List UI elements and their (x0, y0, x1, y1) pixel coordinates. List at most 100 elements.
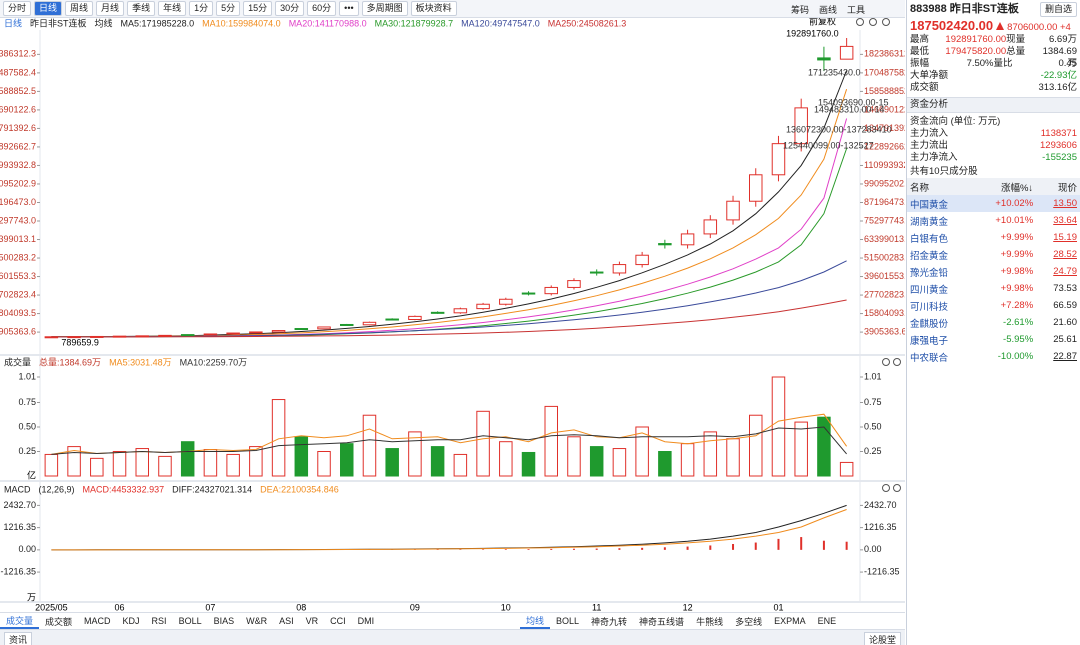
news-tab[interactable]: 资讯 (4, 632, 33, 645)
period-button[interactable]: 1分 (189, 1, 214, 16)
fund-value: -155235 (1042, 152, 1077, 163)
stat-cell: 7.50% (966, 58, 994, 69)
price-annotation: 149483310.00-14 (814, 104, 885, 114)
indicator-tab[interactable]: 成交量 (0, 614, 40, 629)
x-tick-label: 01 (773, 602, 783, 612)
zoom-out-icon[interactable] (856, 18, 864, 26)
volume-bar (839, 461, 854, 477)
fund-label: 主力流出 (910, 140, 949, 151)
period-button[interactable]: 月线 (96, 1, 125, 16)
count: +4 (1060, 22, 1071, 33)
indicator-tab[interactable]: DMI (357, 616, 375, 626)
component-row[interactable]: 中国黄金 +10.02% 13.50 (907, 195, 1080, 212)
overlay-tab[interactable]: EXPMA (774, 616, 806, 626)
period-button[interactable]: 5分 (216, 1, 241, 16)
overlay-tab[interactable]: 神奇九转 (591, 616, 628, 627)
overlay-tab[interactable]: BOLL (556, 616, 580, 626)
x-tick-label: 11 (592, 602, 601, 612)
stat-row: 振幅 7.50% 量比 0.45 (907, 58, 1080, 70)
volume-bar (771, 376, 786, 477)
zoom-in-icon[interactable] (869, 18, 877, 26)
component-row[interactable]: 金麒股份 -2.61% 21.60 (907, 314, 1080, 331)
candle-body (135, 335, 149, 338)
period-button[interactable]: 分时 (3, 1, 32, 16)
settings-icon[interactable] (893, 358, 901, 366)
remove-favorite-button[interactable]: 删自选 (1039, 2, 1077, 17)
y-tick-label: 170487582.4 (0, 67, 36, 77)
period-button[interactable]: 30分 (275, 1, 305, 16)
indicator-tab[interactable]: BOLL (178, 616, 202, 626)
volume-bar (521, 451, 536, 477)
components-table: 名称 涨幅%↓ 现价 中国黄金 +10.02% 13.50 湖南黄金 +10.01% 33.64… (907, 178, 1080, 365)
y-tick-label: 27702823.4 (864, 289, 905, 299)
volume-bar (567, 436, 581, 477)
period-button[interactable]: 周线 (65, 1, 94, 16)
component-change: +10.02% (971, 195, 1037, 212)
component-row[interactable]: 豫光金铅 +9.98% 24.79 (907, 263, 1080, 280)
indicator-tab[interactable]: BIAS (213, 616, 235, 626)
multi-period-button[interactable]: 多周期图 (361, 1, 408, 16)
indicator-tab[interactable]: MACD (84, 616, 111, 626)
sector-button[interactable]: 板块资料 (410, 1, 457, 16)
overlay-tab[interactable]: 神奇五线谱 (639, 616, 685, 627)
chart-title: 昨日非ST连板 (30, 18, 87, 28)
period-button[interactable]: 15分 (243, 1, 273, 16)
y-tick-label: 27702823.4 (0, 289, 36, 299)
settings-icon[interactable] (893, 484, 901, 492)
legend-entry: DEA:22100354.846 (260, 484, 339, 494)
indicator-tab[interactable]: VR (305, 616, 319, 626)
macd-bar (800, 537, 803, 550)
chart-tools[interactable] (856, 18, 901, 492)
overlay-tab[interactable]: 多空线 (735, 616, 763, 627)
fund-row: 主力流入 1138371 (907, 128, 1080, 140)
stat-value: -22.93亿 (1040, 70, 1077, 81)
volume-bar (385, 448, 399, 477)
overlay-tab[interactable]: 均线 (520, 614, 551, 629)
stat-cell: 量比 (993, 58, 1013, 69)
period-button[interactable]: 季线 (127, 1, 156, 16)
y-tick-label: 158588852.5 (864, 86, 905, 96)
volume-bar (658, 450, 672, 477)
period-button[interactable]: 年线 (158, 1, 187, 16)
settings-icon[interactable] (882, 18, 890, 26)
component-change: -2.61% (1003, 317, 1034, 328)
tool-button[interactable]: 画线 (818, 4, 837, 15)
period-button[interactable]: 日线 (34, 1, 63, 16)
indicator-tab[interactable]: CCI (330, 616, 346, 626)
tool-button[interactable]: 筹码 (790, 4, 809, 15)
component-row[interactable]: 湖南黄金 +10.01% 33.64 (907, 212, 1080, 229)
component-row[interactable]: 中农联合 -10.00% 22.87 (907, 348, 1080, 365)
indicator-tab[interactable]: W&R (246, 616, 268, 626)
overlay-tab[interactable]: ENE (817, 616, 837, 626)
indicator-tab[interactable]: ASI (279, 616, 294, 626)
period-button[interactable]: 60分 (307, 1, 337, 16)
x-tick-label: 12 (683, 602, 693, 612)
indicator-tab[interactable]: 成交额 (45, 616, 73, 627)
component-row[interactable]: 可川科技 +7.28% 66.59 (907, 297, 1080, 314)
component-row[interactable]: 招金黄金 +9.99% 28.52 (907, 246, 1080, 263)
more-button[interactable]: ••• (339, 1, 359, 16)
quote-header: 883988 昨日非ST连板 删自选 (907, 0, 1080, 18)
legend-entry: MA5:171985228.0 (121, 18, 195, 28)
volume-bar (226, 453, 240, 477)
forum-tab[interactable]: 论股堂 (863, 632, 901, 645)
price-annotation: 136072300.00-137283410 (786, 124, 892, 134)
fund-value: 1293606 (1040, 140, 1077, 151)
x-tick-label: 08 (296, 602, 306, 612)
ma-line (51, 509, 847, 551)
stat-cell: 6.69万 (1048, 34, 1077, 45)
tool-button[interactable]: 工具 (846, 4, 865, 15)
overlay-tab[interactable]: 牛熊线 (696, 616, 724, 627)
close-icon[interactable] (882, 484, 890, 492)
stat-cell: 179475820.00 (945, 46, 1007, 57)
legend-entry: MA30:121879928.7 (375, 18, 454, 28)
indicator-tab[interactable]: RSI (151, 616, 167, 626)
component-row[interactable]: 四川黄金 +9.98% 73.53 (907, 280, 1080, 297)
component-row[interactable]: 康强电子 -5.95% 25.61 (907, 331, 1080, 348)
y-tick-label: 75297743.0 (864, 215, 905, 225)
indicator-tab[interactable]: KDJ (122, 616, 140, 626)
close-icon[interactable] (882, 358, 890, 366)
component-row[interactable]: 白银有色 +9.99% 15.19 (907, 229, 1080, 246)
y-tick-label: 2432.70 (3, 500, 36, 510)
